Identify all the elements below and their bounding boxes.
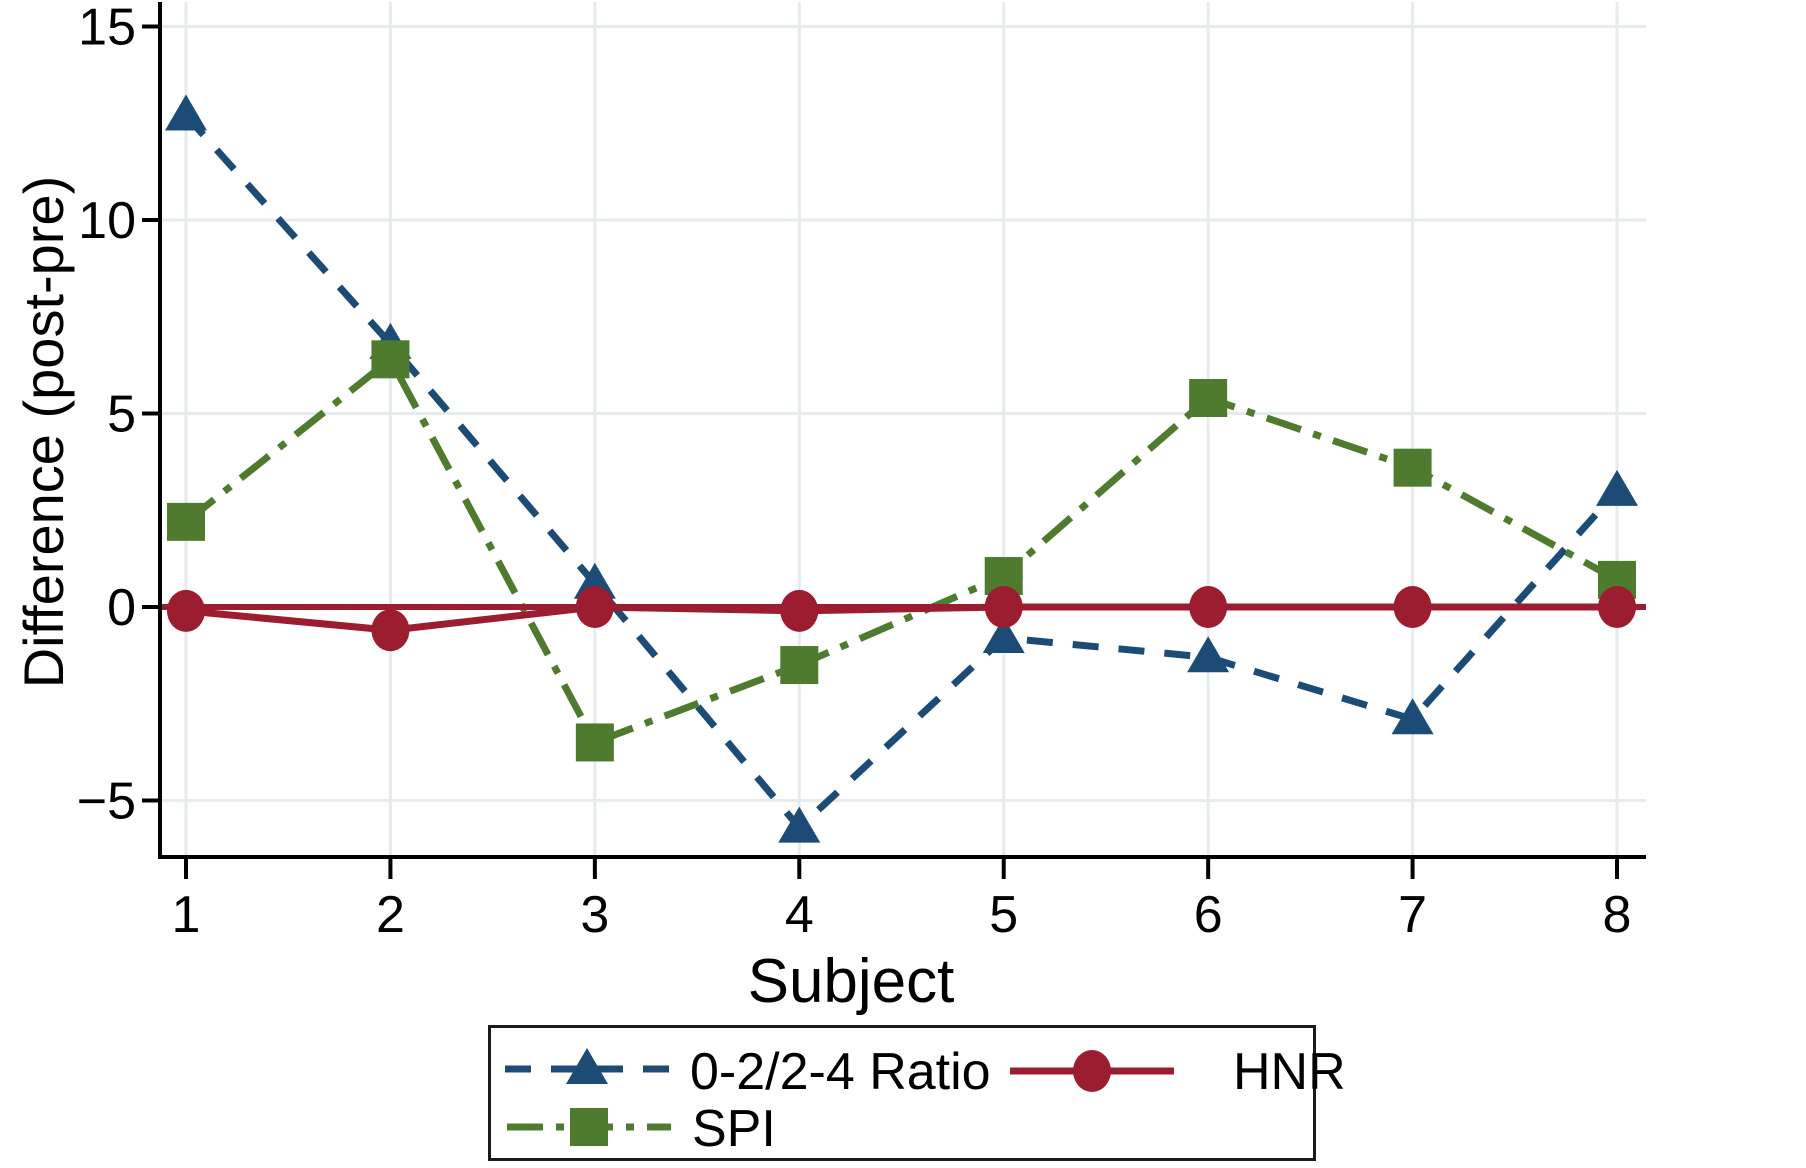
marker-triangle-s8 bbox=[1596, 469, 1639, 506]
marker-square-s6 bbox=[1189, 379, 1228, 418]
legend-marker-square bbox=[570, 1108, 608, 1146]
svg-text:0: 0 bbox=[107, 579, 136, 637]
marker-triangle-s4 bbox=[778, 806, 821, 843]
marker-circle-s8 bbox=[1598, 586, 1637, 628]
marker-triangle-s5 bbox=[982, 616, 1025, 653]
marker-circle-s7 bbox=[1393, 586, 1432, 628]
gridlines bbox=[160, 2, 1646, 857]
tick-marks bbox=[142, 24, 1620, 879]
marker-square-s1 bbox=[167, 502, 205, 541]
svg-text:5: 5 bbox=[989, 886, 1018, 944]
series-line-2 bbox=[183, 353, 1619, 747]
legend-sample-hnr bbox=[1010, 1050, 1174, 1092]
svg-text:2: 2 bbox=[376, 886, 405, 944]
marker-square-s3 bbox=[575, 723, 614, 762]
x-tick-labels: 1 2 3 4 5 6 7 8 bbox=[172, 886, 1632, 944]
x-axis-title: Subject bbox=[747, 947, 955, 1016]
svg-text:3: 3 bbox=[580, 886, 609, 944]
marker-circle-s6 bbox=[1189, 586, 1228, 628]
legend-sample-spi bbox=[507, 1108, 671, 1146]
svg-text:10: 10 bbox=[78, 192, 136, 250]
svg-text:8: 8 bbox=[1603, 886, 1632, 944]
svg-text:4: 4 bbox=[785, 886, 814, 944]
legend-sample-ratio bbox=[505, 1048, 669, 1084]
marker-square-s2 bbox=[371, 340, 410, 379]
svg-text:1: 1 bbox=[172, 886, 201, 944]
marker-circle-s3 bbox=[575, 586, 614, 628]
svg-text:6: 6 bbox=[1194, 886, 1223, 944]
legend-label-hnr: HNR bbox=[1233, 1043, 1346, 1101]
y-axis-title: Difference (post-pre) bbox=[12, 175, 75, 689]
series-line-1 bbox=[185, 603, 1618, 634]
marker-circle-s1 bbox=[167, 589, 205, 632]
marker-square-s7 bbox=[1393, 448, 1432, 487]
marker-triangle-s1 bbox=[165, 94, 207, 131]
legend-label-ratio: 0-2/2-4 Ratio bbox=[690, 1043, 991, 1101]
marker-circle-s5 bbox=[984, 586, 1023, 628]
legend bbox=[488, 1025, 1316, 1161]
series-line-0 bbox=[183, 113, 1620, 833]
marker-triangle-s7 bbox=[1391, 698, 1434, 735]
marker-circle-s2 bbox=[371, 609, 410, 652]
legend-label-spi: SPI bbox=[692, 1100, 776, 1158]
marker-circle-s4 bbox=[780, 589, 819, 632]
marker-triangle-s6 bbox=[1187, 636, 1230, 673]
legend-marker-triangle bbox=[566, 1048, 608, 1084]
legend-marker-circle bbox=[1073, 1050, 1111, 1092]
svg-text:15: 15 bbox=[78, 0, 136, 57]
y-tick-labels: 15 10 5 0 −5 bbox=[77, 0, 136, 831]
marker-square-s4 bbox=[780, 646, 819, 685]
svg-text:5: 5 bbox=[107, 386, 136, 444]
svg-text:−5: −5 bbox=[77, 773, 136, 831]
svg-text:7: 7 bbox=[1398, 886, 1427, 944]
